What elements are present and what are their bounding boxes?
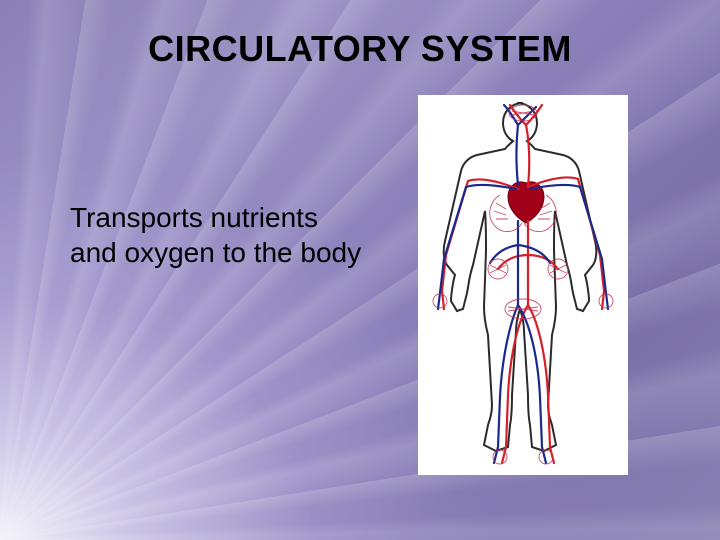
arteries (442, 105, 604, 463)
body-outline (444, 103, 597, 451)
slide-title: CIRCULATORY SYSTEM (0, 28, 720, 70)
human-body-svg (418, 95, 628, 475)
slide-body-text: Transports nutrients and oxygen to the b… (70, 200, 370, 270)
veins (438, 105, 608, 463)
capillaries (433, 105, 613, 464)
slide: CIRCULATORY SYSTEM Transports nutrients … (0, 0, 720, 540)
circulatory-diagram (418, 95, 628, 475)
